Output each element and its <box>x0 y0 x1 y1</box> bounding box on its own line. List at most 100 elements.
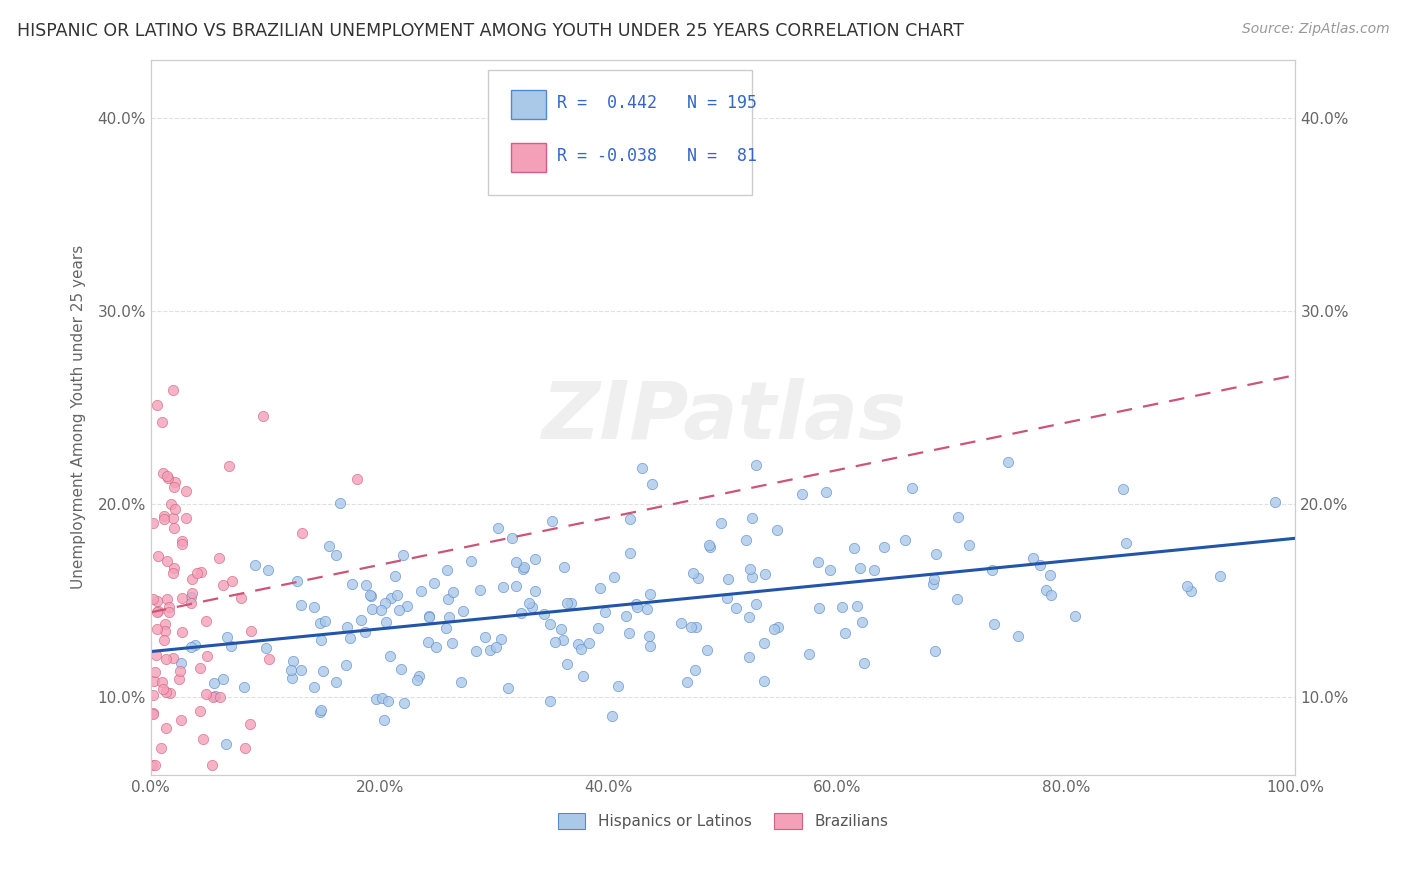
Point <box>589 582 612 596</box>
Point <box>617 626 640 640</box>
Point <box>1021 551 1043 566</box>
Point <box>221 574 243 588</box>
Point <box>464 643 486 657</box>
Point <box>180 586 202 600</box>
Point <box>834 626 856 640</box>
Point <box>873 540 896 554</box>
Point <box>291 526 314 541</box>
Point <box>314 614 336 628</box>
Point <box>513 559 536 574</box>
Point <box>149 741 172 756</box>
Point <box>807 555 830 569</box>
Point <box>752 636 775 650</box>
Point <box>374 615 396 630</box>
Point <box>391 548 413 562</box>
Point <box>1007 629 1029 643</box>
Point <box>606 679 628 693</box>
Point <box>283 654 305 668</box>
Point <box>142 592 165 607</box>
Point <box>152 466 174 480</box>
Point <box>378 649 401 664</box>
Point <box>505 579 527 593</box>
Point <box>194 687 217 701</box>
Point <box>740 562 762 576</box>
Text: HISPANIC OR LATINO VS BRAZILIAN UNEMPLOYMENT AMONG YOUTH UNDER 25 YEARS CORRELAT: HISPANIC OR LATINO VS BRAZILIAN UNEMPLOY… <box>17 22 963 40</box>
Point <box>437 610 460 624</box>
Point <box>1111 483 1133 497</box>
Point <box>682 566 704 580</box>
Point <box>172 537 194 551</box>
Point <box>209 690 232 705</box>
Point <box>696 643 718 657</box>
Point <box>533 607 555 621</box>
Point <box>170 624 193 639</box>
Point <box>336 620 359 634</box>
Point <box>257 652 280 666</box>
Point <box>808 601 831 615</box>
Point <box>626 600 648 615</box>
Point <box>290 598 312 612</box>
Point <box>180 640 202 654</box>
Point <box>172 534 194 549</box>
Point <box>437 592 460 607</box>
Point <box>637 629 659 643</box>
Point <box>474 630 496 644</box>
Point <box>174 511 197 525</box>
Point <box>716 572 738 586</box>
Point <box>679 620 702 634</box>
Point <box>148 549 170 563</box>
Point <box>1064 608 1087 623</box>
Point <box>156 469 179 483</box>
Point <box>603 570 626 584</box>
Point <box>155 685 177 699</box>
Point <box>520 600 543 615</box>
Point <box>145 594 167 608</box>
Point <box>450 675 472 690</box>
Point <box>163 502 186 516</box>
Point <box>619 545 641 559</box>
Point <box>239 717 262 731</box>
Point <box>335 657 357 672</box>
Point <box>1029 558 1052 572</box>
Point <box>329 496 352 510</box>
Point <box>285 574 308 588</box>
Point <box>544 635 567 649</box>
Point <box>201 690 224 705</box>
Point <box>391 662 413 676</box>
Point <box>350 613 373 627</box>
Point <box>541 514 564 528</box>
FancyBboxPatch shape <box>512 144 546 172</box>
Point <box>163 560 186 574</box>
Point <box>354 625 377 640</box>
Point <box>586 621 609 635</box>
Point <box>302 680 325 694</box>
Point <box>846 599 869 614</box>
Point <box>1264 495 1286 509</box>
Point <box>754 566 776 581</box>
Point <box>150 415 173 429</box>
Point <box>302 600 325 615</box>
Point <box>188 661 211 675</box>
Point <box>460 554 482 568</box>
Point <box>567 637 589 651</box>
Point <box>146 398 169 412</box>
Point <box>142 707 165 722</box>
Point <box>550 623 572 637</box>
Point <box>180 596 202 610</box>
Point <box>219 640 242 654</box>
Point <box>157 600 180 615</box>
Point <box>790 487 813 501</box>
Point <box>614 608 637 623</box>
Point <box>309 703 332 717</box>
Point <box>754 673 776 688</box>
Point <box>201 758 224 772</box>
Point <box>152 512 174 526</box>
Point <box>997 455 1019 469</box>
Point <box>152 674 174 689</box>
Point <box>155 591 177 606</box>
Point <box>686 571 709 585</box>
Point <box>212 578 235 592</box>
Point <box>738 650 761 665</box>
Point <box>384 569 406 583</box>
Point <box>626 598 648 612</box>
